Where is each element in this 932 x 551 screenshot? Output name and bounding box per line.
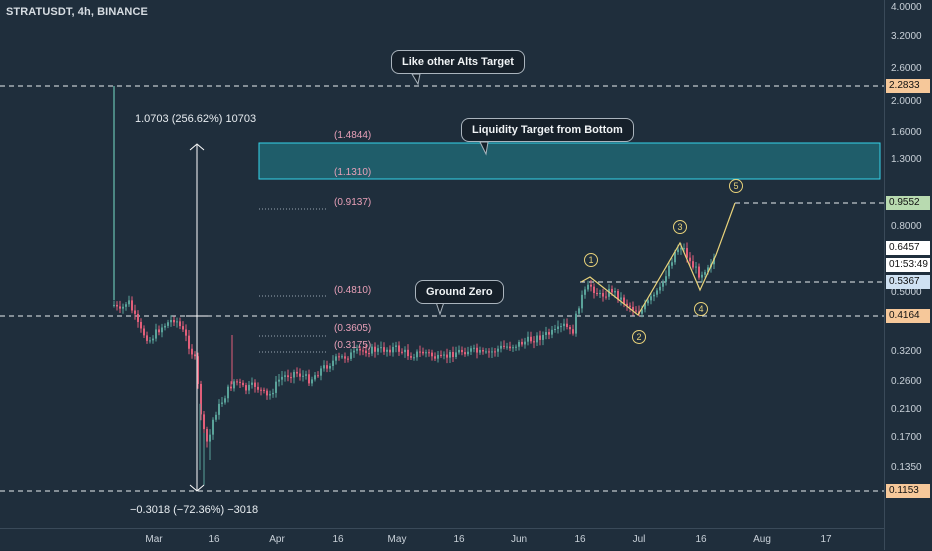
liquidity-callout-tail (479, 141, 489, 156)
wave-label-4: 4 (694, 302, 708, 316)
countdown-tag: 01:53:49 (886, 258, 930, 272)
price-tick: 0.2600 (891, 376, 922, 387)
alts-target-price-tag: 2.2833 (886, 79, 930, 93)
price-axis[interactable]: 4.0000 3.2000 2.6000 2.0000 1.6000 1.300… (884, 0, 932, 550)
measure-top-label: 1.0703 (256.62%) 10703 (135, 113, 257, 125)
price-plot[interactable] (0, 0, 884, 528)
fib-label-04810: (0.4810) (334, 285, 372, 296)
fib-label-03175: (0.3175) (334, 340, 372, 351)
measure-arrow-bottom (189, 484, 205, 492)
time-tick: Mar (145, 534, 163, 545)
wave-label-3: 3 (673, 220, 687, 234)
price-tick: 0.2100 (891, 404, 922, 415)
fib-label-11310: (1.1310) (334, 167, 372, 178)
time-axis[interactable]: Mar 16 Apr 16 May 16 Jun 16 Jul 16 Aug 1… (0, 528, 884, 551)
price-tick: 0.1700 (891, 432, 922, 443)
time-tick: 16 (574, 534, 586, 545)
alts-callout-tail (411, 73, 421, 86)
price-tick: 0.5000 (891, 287, 922, 298)
price-tick: 2.6000 (891, 63, 922, 74)
time-tick: Apr (269, 534, 285, 545)
elliott-wave-path (580, 202, 736, 316)
time-tick: Jun (510, 534, 528, 545)
wave-label-5: 5 (729, 179, 743, 193)
ground-zero-callout[interactable]: Ground Zero (415, 280, 504, 304)
time-tick: 17 (820, 534, 832, 545)
price-tick: 4.0000 (891, 2, 922, 13)
bottom-price-tag: 0.1153 (886, 484, 930, 498)
candlestick-series (113, 86, 715, 485)
measure-arrow-top (189, 143, 205, 151)
price-tick: 0.8000 (891, 221, 922, 232)
ground-zero-price-tag: 0.4164 (886, 309, 930, 323)
time-tick: May (387, 534, 407, 545)
symbol-title: STRATUSDT, 4h, BINANCE (6, 6, 148, 18)
liquidity-target-box[interactable] (258, 142, 881, 180)
target-95-price-tag: 0.9552 (886, 196, 930, 210)
time-tick: 16 (695, 534, 707, 545)
last-price-tag: 0.6457 (886, 241, 930, 255)
alts-target-callout[interactable]: Like other Alts Target (391, 50, 525, 74)
fib-label-03605: (0.3605) (334, 323, 372, 334)
wave-label-1: 1 (584, 253, 598, 267)
price-tick: 0.1350 (891, 462, 922, 473)
price-tick: 2.0000 (891, 96, 922, 107)
time-tick: Aug (753, 534, 771, 545)
fib-label-09137: (0.9137) (334, 197, 372, 208)
wave-label-2: 2 (632, 330, 646, 344)
measure-bottom-label: −0.3018 (−72.36%) −3018 (130, 504, 259, 516)
price-tick: 3.2000 (891, 31, 922, 42)
price-tick: 1.6000 (891, 127, 922, 138)
price-tick: 0.3200 (891, 346, 922, 357)
time-tick: 16 (453, 534, 465, 545)
time-tick: 16 (332, 534, 344, 545)
liquidity-target-callout[interactable]: Liquidity Target from Bottom (461, 118, 634, 142)
price-tick: 1.3000 (891, 154, 922, 165)
fib-label-14844: (1.4844) (334, 130, 372, 141)
level-5367-price-tag: 0.5367 (886, 275, 930, 289)
time-tick: Jul (632, 534, 646, 545)
time-tick: 16 (208, 534, 220, 545)
